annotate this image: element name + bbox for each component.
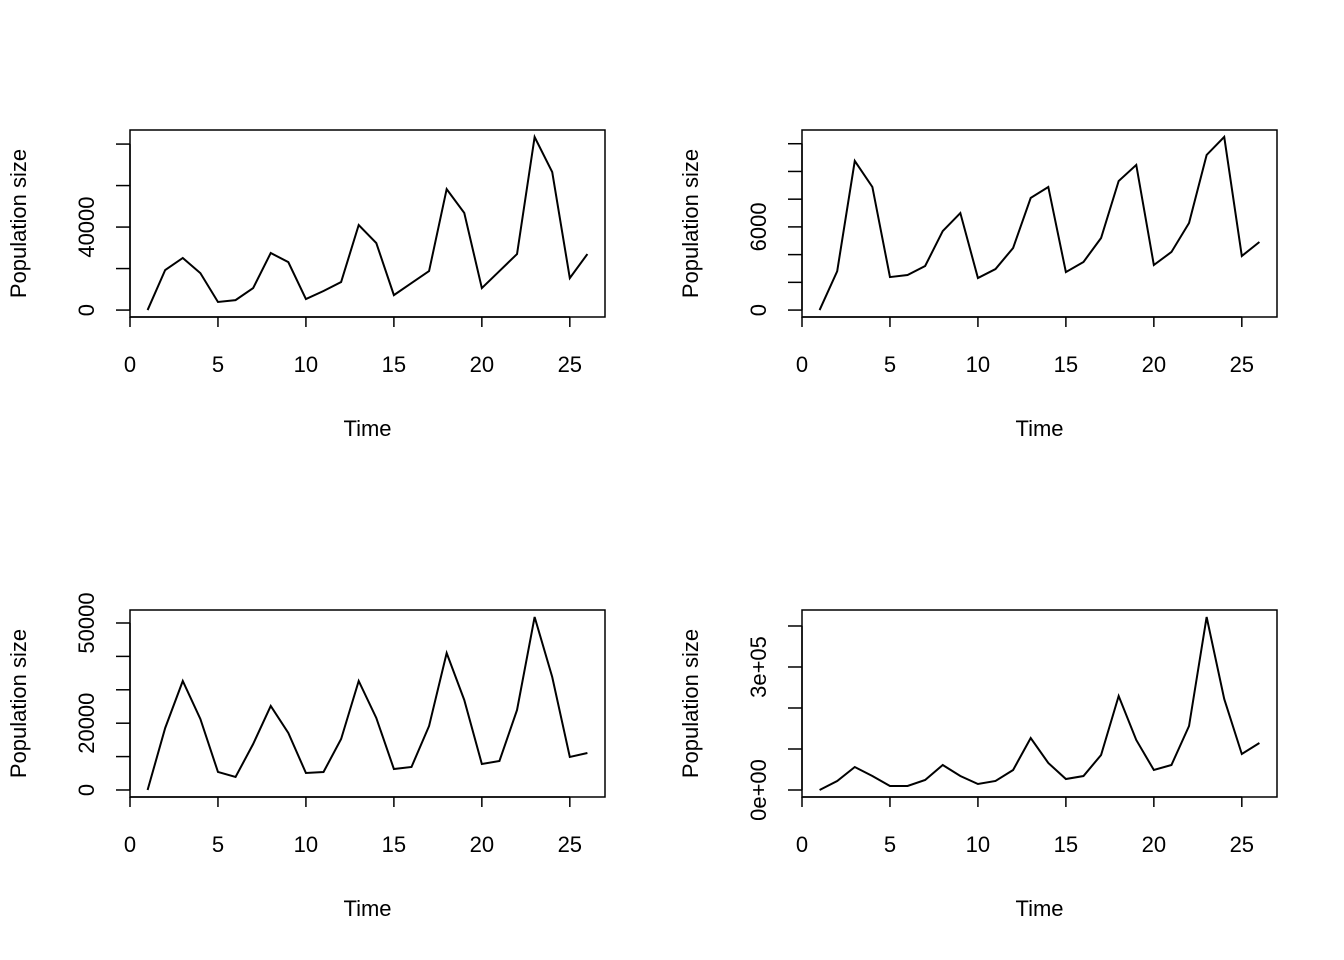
- y-tick-label: 20000: [74, 693, 99, 754]
- x-tick-label: 0: [124, 352, 136, 377]
- series-line: [146, 133, 589, 311]
- x-tick-label: 0: [124, 832, 136, 857]
- plot-box: [801, 609, 1278, 798]
- x-tick-label: 5: [884, 832, 896, 857]
- y-tick-label: 40000: [74, 196, 99, 257]
- x-axis-label: Time: [1015, 416, 1063, 441]
- y-tick-label: 6000: [746, 202, 771, 251]
- y-tick-label: 50000: [74, 592, 99, 653]
- y-tick-label: 3e+05: [746, 636, 771, 698]
- y-axis-label: Population size: [6, 149, 31, 298]
- x-tick-label: 20: [1142, 832, 1166, 857]
- x-axis-label: Time: [343, 896, 391, 921]
- x-tick-label: 25: [1230, 352, 1254, 377]
- x-tick-label: 15: [1054, 352, 1078, 377]
- x-tick-label: 10: [294, 352, 318, 377]
- x-tick-label: 0: [796, 832, 808, 857]
- x-tick-label: 5: [212, 832, 224, 857]
- x-tick-label: 15: [382, 352, 406, 377]
- plot-box: [129, 609, 606, 798]
- x-tick-label: 10: [294, 832, 318, 857]
- series-line: [818, 134, 1261, 311]
- x-tick-label: 25: [558, 352, 582, 377]
- x-tick-label: 10: [966, 832, 990, 857]
- x-tick-label: 15: [1054, 832, 1078, 857]
- x-tick-label: 20: [470, 832, 494, 857]
- plot-box: [129, 129, 606, 318]
- x-tick-label: 20: [1142, 352, 1166, 377]
- y-axis-label: Population size: [678, 629, 703, 778]
- x-axis-label: Time: [1015, 896, 1063, 921]
- x-tick-label: 25: [1230, 832, 1254, 857]
- x-tick-label: 25: [558, 832, 582, 857]
- x-tick-label: 5: [884, 352, 896, 377]
- x-tick-label: 0: [796, 352, 808, 377]
- x-axis-label: Time: [343, 416, 391, 441]
- x-tick-label: 15: [382, 832, 406, 857]
- y-axis-label: Population size: [678, 149, 703, 298]
- series-line: [146, 616, 588, 791]
- x-tick-label: 10: [966, 352, 990, 377]
- y-tick-label: 0e+00: [746, 759, 771, 821]
- y-axis-label: Population size: [6, 629, 31, 778]
- x-tick-label: 5: [212, 352, 224, 377]
- y-tick-label: 0: [74, 784, 99, 796]
- y-tick-label: 0: [74, 304, 99, 316]
- y-tick-label: 0: [746, 304, 771, 316]
- series-line: [819, 616, 1260, 791]
- x-tick-label: 20: [470, 352, 494, 377]
